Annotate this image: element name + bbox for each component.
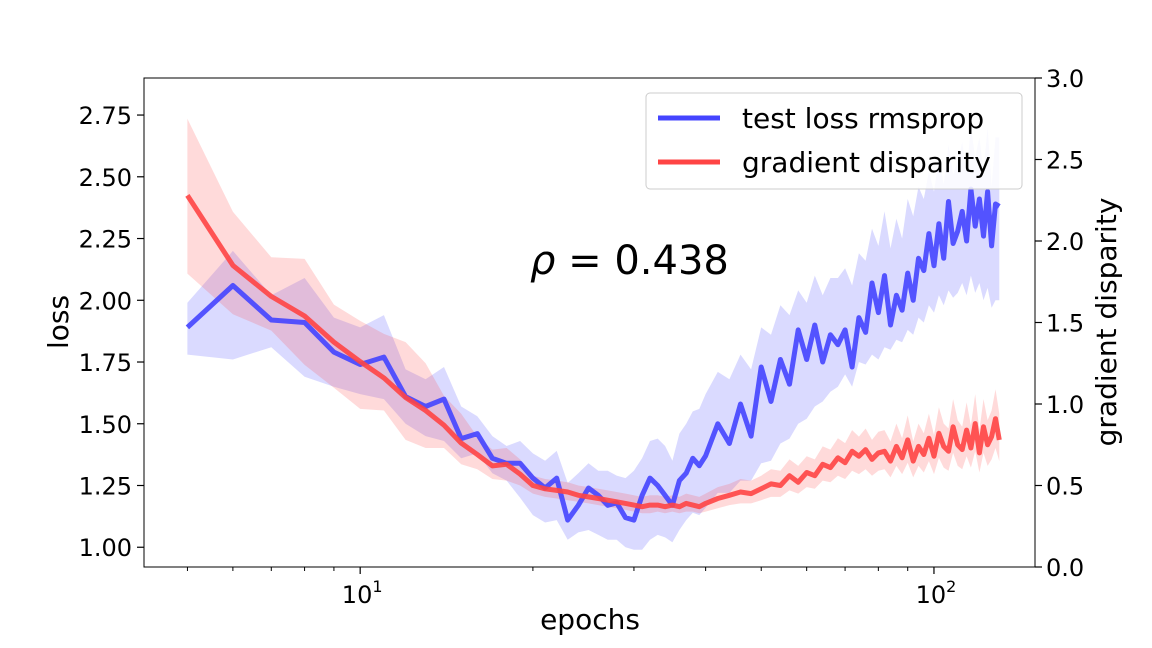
- y-tick-label: 2.00: [79, 287, 132, 315]
- y2-tick-label: 1.0: [1046, 391, 1084, 419]
- y2-tick-label: 0.0: [1046, 554, 1084, 582]
- y-tick-label: 2.25: [79, 226, 132, 254]
- y-axis-title: loss: [42, 295, 75, 349]
- y2-tick-label: 2.5: [1046, 147, 1084, 175]
- legend-label-gradient-disparity: gradient disparity: [742, 146, 991, 179]
- y-tick-label: 1.25: [79, 473, 132, 501]
- y-tick-label: 2.75: [79, 102, 132, 130]
- y2-tick-label: 1.5: [1046, 310, 1084, 338]
- x-axis-title: epochs: [540, 603, 640, 636]
- y-tick-label: 1.50: [79, 411, 132, 439]
- correlation-annotation: ρ = 0.438: [530, 238, 729, 284]
- series-1-band: [187, 118, 1000, 514]
- rho-value: = 0.438: [555, 238, 728, 284]
- x-tick-label: 102: [916, 577, 957, 609]
- series-0-band: [187, 127, 1000, 550]
- rho-symbol: ρ: [530, 238, 555, 284]
- x-tick-label: 101: [342, 577, 383, 609]
- x-axis: 101 102: [186, 567, 957, 609]
- series-1-line: [185, 194, 1002, 510]
- y-tick-label: 1.00: [79, 534, 132, 562]
- series-lines: [185, 186, 1002, 523]
- legend: test loss rmsprop gradient disparity: [645, 92, 1023, 190]
- y2-tick-label: 2.0: [1046, 228, 1084, 256]
- y2-axis-title: gradient disparity: [1090, 198, 1123, 447]
- y-tick-label: 1.75: [79, 349, 132, 377]
- y2-tick-label: 3.0: [1046, 65, 1084, 93]
- series-0-line: [185, 186, 1001, 523]
- y2-tick-label: 0.5: [1046, 473, 1084, 501]
- confidence-bands: [187, 118, 1000, 550]
- y-axis-left: 1.00 1.25 1.50 1.75 2.00 2.25 2.50 2.75: [79, 102, 144, 562]
- legend-box: [645, 92, 1023, 190]
- y-axis-right: 0.0 0.5 1.0 1.5 2.0 2.5 3.0: [1035, 65, 1084, 582]
- legend-label-test-loss: test loss rmsprop: [742, 102, 984, 135]
- y-tick-label: 2.50: [79, 164, 132, 192]
